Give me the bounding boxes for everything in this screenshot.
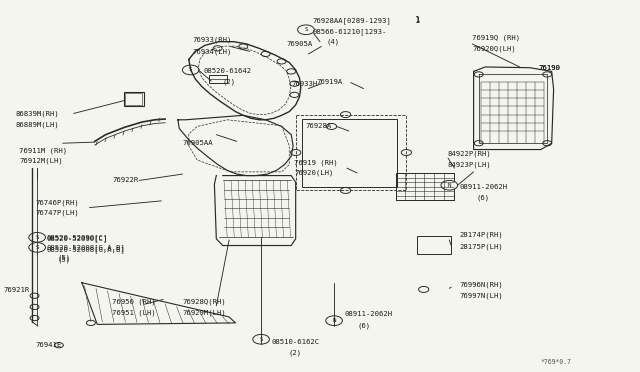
- Text: 28175P(LH): 28175P(LH): [460, 243, 503, 250]
- Text: (5): (5): [58, 254, 71, 261]
- Text: 76919Q (RH): 76919Q (RH): [472, 35, 520, 41]
- Text: S: S: [35, 245, 39, 250]
- Text: S: S: [35, 235, 39, 240]
- Text: (4): (4): [326, 38, 340, 45]
- Text: 28174P(RH): 28174P(RH): [460, 232, 503, 238]
- Bar: [125, 93, 142, 105]
- Circle shape: [441, 180, 458, 190]
- Text: 08510-6162C: 08510-6162C: [272, 339, 320, 345]
- Text: 76919A: 76919A: [317, 79, 343, 85]
- Text: *769*0.7: *769*0.7: [541, 359, 572, 365]
- Text: 76912M(LH): 76912M(LH): [19, 157, 63, 164]
- Text: 08520-52008[G,A,B]: 08520-52008[G,A,B]: [46, 246, 125, 253]
- Text: 76997N(LH): 76997N(LH): [460, 292, 503, 299]
- Text: 08911-2062H: 08911-2062H: [344, 311, 392, 317]
- Bar: [124, 92, 144, 106]
- Text: 76928Q(RH): 76928Q(RH): [182, 299, 226, 305]
- Text: 86889M(LH): 86889M(LH): [16, 121, 60, 128]
- Text: 76929M(LH): 76929M(LH): [182, 309, 226, 316]
- Text: 76933H: 76933H: [291, 81, 317, 87]
- Text: N: N: [332, 318, 336, 323]
- Circle shape: [298, 25, 314, 35]
- Text: 76928AA[0289-1293]: 76928AA[0289-1293]: [312, 17, 391, 24]
- Text: 76905AA: 76905AA: [182, 140, 213, 146]
- Text: (2): (2): [288, 349, 301, 356]
- Text: (2): (2): [223, 78, 236, 85]
- Text: 08520-52090[C]: 08520-52090[C]: [46, 234, 108, 241]
- Text: 86839M(RH): 86839M(RH): [16, 110, 60, 117]
- Circle shape: [326, 316, 342, 326]
- Text: 08520-61642: 08520-61642: [204, 68, 252, 74]
- Text: 84922P(RH): 84922P(RH): [448, 150, 492, 157]
- Text: 76950 (RH): 76950 (RH): [112, 299, 156, 305]
- Bar: [302, 119, 397, 187]
- Text: (6): (6): [477, 195, 490, 201]
- Circle shape: [182, 65, 199, 75]
- Text: 08520-52008[G,A,B]: 08520-52008[G,A,B]: [46, 244, 125, 251]
- Text: 08566-61210[1293-: 08566-61210[1293-: [312, 28, 387, 35]
- Text: 76190: 76190: [539, 65, 561, 71]
- Text: 76746P(RH): 76746P(RH): [35, 199, 79, 206]
- Bar: [417, 236, 451, 254]
- Text: S: S: [304, 27, 308, 32]
- Text: 76921R: 76921R: [3, 287, 29, 293]
- Circle shape: [29, 243, 45, 252]
- Bar: [396, 173, 454, 200]
- Text: 08520-52090[C]: 08520-52090[C]: [46, 235, 108, 242]
- Text: 76920(LH): 76920(LH): [294, 170, 334, 176]
- Text: 76905A: 76905A: [287, 41, 313, 47]
- Text: 76919 (RH): 76919 (RH): [294, 160, 338, 166]
- Circle shape: [253, 334, 269, 344]
- Text: 76928A: 76928A: [306, 124, 332, 129]
- Text: (5): (5): [58, 256, 71, 263]
- Text: 84923P(LH): 84923P(LH): [448, 161, 492, 168]
- Text: (6): (6): [357, 322, 371, 329]
- Text: 76922R: 76922R: [112, 177, 138, 183]
- Circle shape: [29, 232, 45, 242]
- Text: 76920Q(LH): 76920Q(LH): [472, 46, 516, 52]
- Text: 08911-2062H: 08911-2062H: [460, 184, 508, 190]
- Text: 76911M (RH): 76911M (RH): [19, 147, 67, 154]
- Text: S: S: [259, 337, 263, 342]
- Bar: [209, 75, 227, 83]
- Text: 76941E: 76941E: [35, 342, 61, 348]
- Text: 76747P(LH): 76747P(LH): [35, 209, 79, 216]
- Text: 76934(LH): 76934(LH): [192, 48, 232, 55]
- Text: 76933(RH): 76933(RH): [192, 37, 232, 44]
- Text: 76190: 76190: [539, 65, 561, 71]
- Text: N: N: [447, 183, 451, 188]
- Text: 76951 (LH): 76951 (LH): [112, 309, 156, 316]
- Text: S: S: [189, 67, 193, 73]
- Text: 1: 1: [415, 16, 420, 25]
- Text: 1: 1: [415, 17, 419, 23]
- Text: 76996N(RH): 76996N(RH): [460, 281, 503, 288]
